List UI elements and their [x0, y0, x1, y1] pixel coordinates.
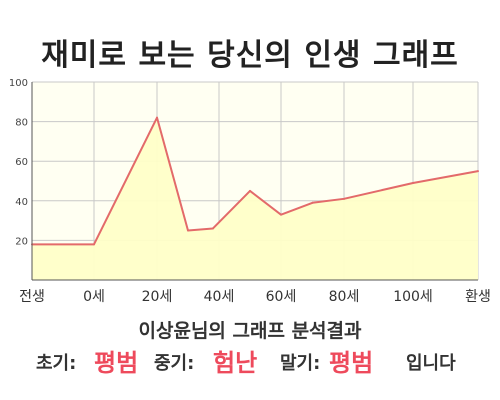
x-tick-label: 100세: [393, 289, 433, 305]
data-point: [211, 227, 214, 230]
x-tick-label: 전생: [19, 289, 45, 305]
y-tick-label: 100: [9, 78, 28, 89]
x-tick-label: 60세: [266, 289, 297, 305]
mid-label: 중기:: [154, 353, 195, 374]
x-tick-label: 20세: [142, 289, 173, 305]
x-tick-label: 80세: [329, 289, 360, 305]
y-tick-label: 80: [15, 118, 28, 129]
y-tick-label: 40: [15, 197, 28, 208]
life-graph-chart: 20 40 60 80 100 전생 0세 20세 40세 60세 80세 100세 환생: [9, 78, 491, 305]
late-label: 말기:: [280, 353, 321, 374]
data-point: [93, 243, 95, 246]
x-tick-label: 환생: [465, 289, 491, 305]
x-tick-label: 40세: [204, 289, 235, 305]
y-tick-label: 60: [15, 157, 28, 168]
data-point: [477, 170, 479, 173]
early-label: 초기:: [36, 353, 77, 374]
data-point: [343, 197, 345, 200]
result-ending: 입니다: [406, 353, 456, 374]
data-point: [311, 201, 314, 204]
analysis-summary-title: 이상윤님의 그래프 분석결과: [138, 320, 362, 342]
data-point: [156, 116, 158, 119]
x-tick-label: 0세: [83, 289, 105, 305]
data-point: [412, 181, 414, 184]
analysis-result: 초기: 평범 중기: 험난 말기: 평범 입니다: [0, 346, 500, 382]
page-title: 재미로 보는 당신의 인생 그래프: [41, 38, 459, 73]
mid-value: 험난: [213, 349, 258, 377]
late-value: 평범: [329, 349, 374, 377]
early-value: 평범: [94, 349, 139, 377]
y-tick-label: 20: [15, 236, 28, 247]
series-area: [32, 117, 478, 280]
data-point: [249, 189, 251, 192]
data-point: [187, 229, 189, 232]
data-point: [280, 213, 282, 216]
